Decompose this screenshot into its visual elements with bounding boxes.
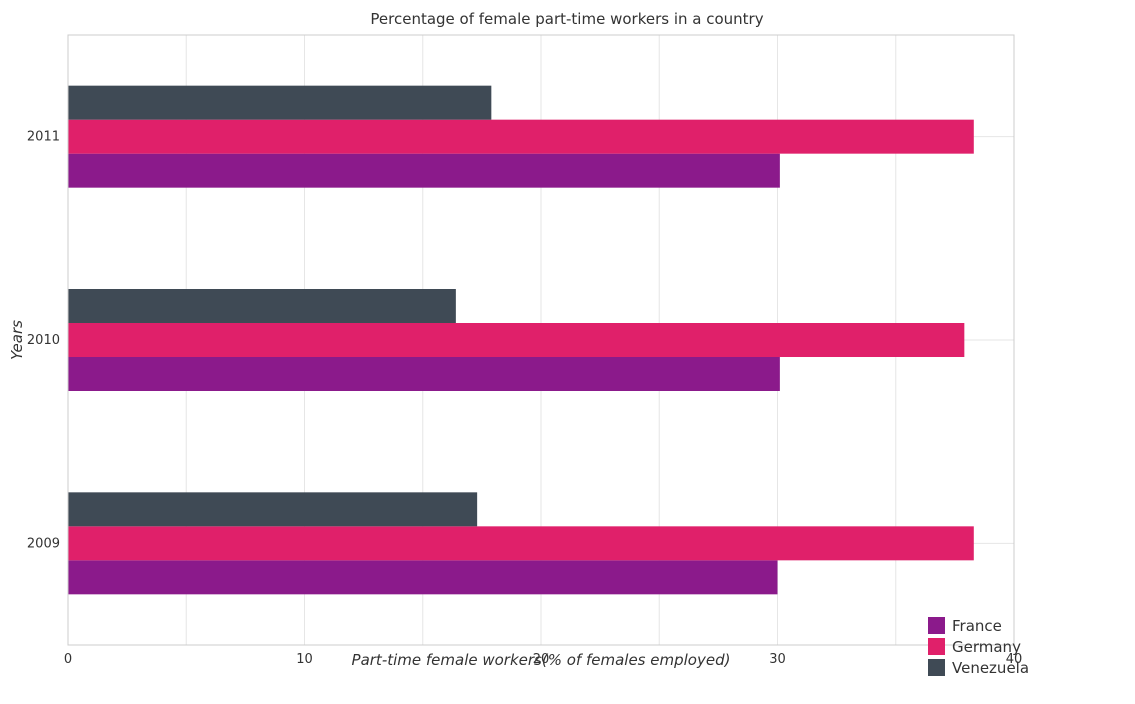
x-tick-label: 0: [64, 652, 72, 667]
bar-france-2009: [68, 560, 778, 595]
legend-label-france: France: [952, 617, 1002, 635]
chart-title: Percentage of female part-time workers i…: [370, 10, 763, 28]
bar-venezuela-2010: [68, 289, 456, 323]
bar-france-2011: [68, 153, 780, 188]
y-tick-label: 2009: [27, 536, 60, 551]
legend-label-germany: Germany: [952, 638, 1021, 656]
x-tick-labels: 0 10 20 30 40: [64, 652, 1022, 667]
legend-swatch-germany: [928, 638, 945, 655]
x-tick-label: 20: [533, 652, 550, 667]
bar-germany-2009: [68, 526, 974, 561]
legend-swatch-venezuela: [928, 659, 945, 676]
x-tick-label: 30: [769, 652, 786, 667]
x-tick-label: 10: [296, 652, 313, 667]
bar-france-2010: [68, 357, 780, 391]
legend-label-venezuela: Venezuela: [952, 659, 1029, 677]
y-tick-label: 2011: [27, 130, 60, 145]
bars: [68, 85, 974, 595]
legend-swatch-france: [928, 617, 945, 634]
y-tick-label: 2010: [27, 333, 60, 348]
legend: France Germany Venezuela: [928, 617, 1029, 677]
plot-frame: [67, 34, 1015, 646]
bar-venezuela-2011: [68, 85, 492, 120]
bar-germany-2011: [68, 119, 974, 154]
x-axis-label: Part-time female workers(% of females em…: [352, 651, 731, 669]
bar-venezuela-2009: [68, 492, 478, 527]
x-tick-label: 40: [1006, 652, 1023, 667]
bar-germany-2010: [68, 323, 965, 357]
y-tick-labels: 2009 2010 2011: [27, 130, 60, 552]
y-axis-label: Years: [8, 320, 26, 360]
